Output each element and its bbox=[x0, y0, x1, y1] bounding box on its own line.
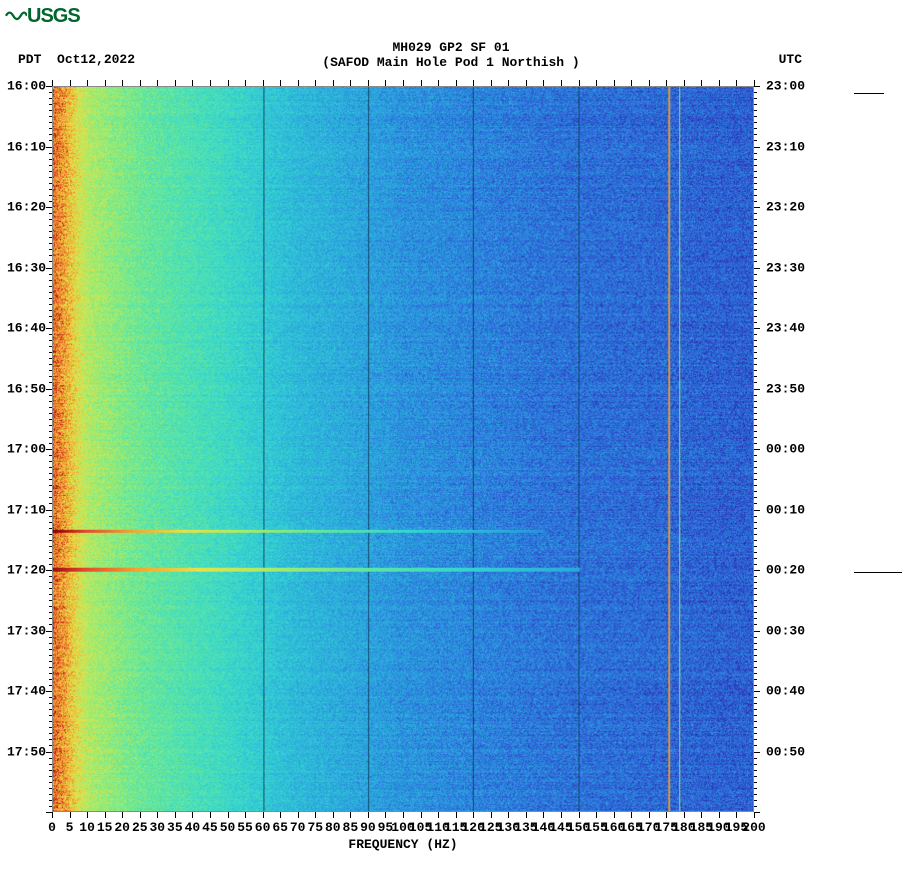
y-tick-label-left: 17:10 bbox=[7, 502, 46, 517]
x-tick-label: 55 bbox=[237, 820, 253, 835]
y-tick-label-right: 23:20 bbox=[766, 200, 805, 215]
x-tick-label: 75 bbox=[307, 820, 323, 835]
x-tick-label: 60 bbox=[255, 820, 271, 835]
y-ticks-right bbox=[754, 86, 760, 812]
x-tick-label: 65 bbox=[272, 820, 288, 835]
y-tick-label-left: 16:40 bbox=[7, 321, 46, 336]
y-tick-label-right: 23:40 bbox=[766, 321, 805, 336]
y-tick-label-left: 17:50 bbox=[7, 744, 46, 759]
x-ticks-bottom bbox=[52, 812, 754, 818]
y-tick-label-right: 23:30 bbox=[766, 260, 805, 275]
y-tick-label-left: 17:30 bbox=[7, 623, 46, 638]
side-marks bbox=[854, 86, 902, 812]
x-tick-label: 5 bbox=[66, 820, 74, 835]
y-tick-label-right: 23:00 bbox=[766, 79, 805, 94]
tz-right: UTC bbox=[779, 52, 802, 67]
x-labels: 0510152025303540455055606570758085909510… bbox=[52, 820, 754, 836]
y-labels-right: 23:0023:1023:2023:3023:4023:5000:0000:10… bbox=[766, 86, 816, 812]
y-tick-label-left: 17:00 bbox=[7, 442, 46, 457]
y-tick-label-right: 00:50 bbox=[766, 744, 805, 759]
chart-title-2: (SAFOD Main Hole Pod 1 Northish ) bbox=[0, 55, 902, 70]
y-tick-label-right: 00:20 bbox=[766, 563, 805, 578]
y-tick-label-left: 16:30 bbox=[7, 260, 46, 275]
x-tick-label: 50 bbox=[220, 820, 236, 835]
x-tick-label: 85 bbox=[343, 820, 359, 835]
y-tick-label-left: 17:20 bbox=[7, 563, 46, 578]
x-tick-label: 90 bbox=[360, 820, 376, 835]
y-labels-left: 16:0016:1016:2016:3016:4016:5017:0017:10… bbox=[4, 86, 48, 812]
x-tick-label: 25 bbox=[132, 820, 148, 835]
x-tick-label: 70 bbox=[290, 820, 306, 835]
x-tick-label: 80 bbox=[325, 820, 341, 835]
y-tick-label-right: 00:40 bbox=[766, 684, 805, 699]
y-tick-label-right: 23:50 bbox=[766, 381, 805, 396]
x-tick-label: 200 bbox=[742, 820, 765, 835]
y-tick-label-left: 16:00 bbox=[7, 79, 46, 94]
y-tick-label-left: 16:10 bbox=[7, 139, 46, 154]
spectrogram-plot bbox=[52, 86, 754, 812]
x-tick-label: 0 bbox=[48, 820, 56, 835]
x-tick-label: 10 bbox=[79, 820, 95, 835]
x-tick-label: 30 bbox=[149, 820, 165, 835]
spectrogram-canvas bbox=[52, 86, 754, 812]
chart-title-1: MH029 GP2 SF 01 bbox=[0, 40, 902, 55]
y-tick-label-left: 17:40 bbox=[7, 684, 46, 699]
y-tick-label-left: 16:50 bbox=[7, 381, 46, 396]
x-tick-label: 45 bbox=[202, 820, 218, 835]
y-tick-label-right: 00:10 bbox=[766, 502, 805, 517]
y-tick-label-right: 00:00 bbox=[766, 442, 805, 457]
x-tick-label: 35 bbox=[167, 820, 183, 835]
x-tick-label: 40 bbox=[185, 820, 201, 835]
y-tick-label-left: 16:20 bbox=[7, 200, 46, 215]
usgs-logo: USGS bbox=[5, 5, 80, 28]
y-tick-label-right: 23:10 bbox=[766, 139, 805, 154]
y-tick-label-right: 00:30 bbox=[766, 623, 805, 638]
logo-text: USGS bbox=[27, 5, 80, 27]
x-tick-label: 15 bbox=[97, 820, 113, 835]
x-axis-label: FREQUENCY (HZ) bbox=[52, 837, 754, 852]
x-tick-label: 20 bbox=[114, 820, 130, 835]
